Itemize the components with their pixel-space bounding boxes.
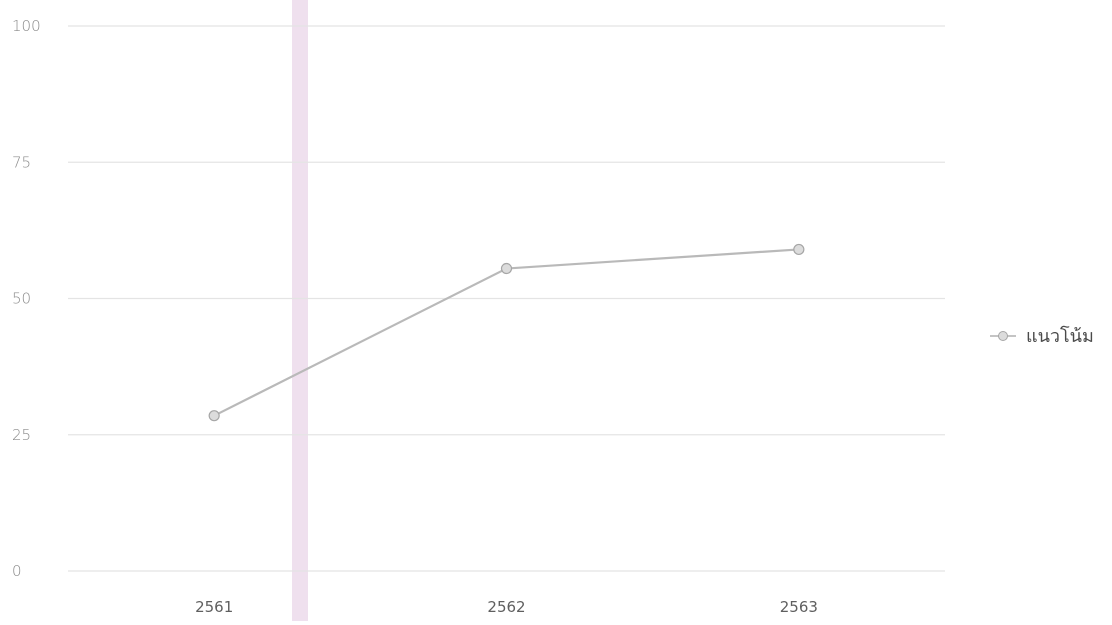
data-point <box>208 410 220 422</box>
y-tick-label: 25 <box>12 426 31 444</box>
x-axis: 2561 2562 2563 <box>195 598 818 616</box>
gridlines <box>68 25 945 572</box>
x-tick-label: 2562 <box>487 598 525 616</box>
y-tick-label: 50 <box>12 290 31 308</box>
data-point <box>500 262 513 275</box>
legend-marker-icon <box>998 331 1008 341</box>
series <box>208 243 805 422</box>
y-tick-label: 0 <box>12 562 22 580</box>
data-point <box>793 243 805 256</box>
x-tick-label: 2561 <box>195 598 233 616</box>
y-tick-label: 75 <box>12 153 31 171</box>
legend[interactable]: แนวโน้ม <box>990 325 1094 347</box>
y-tick-label: 100 <box>12 17 41 35</box>
y-axis: 0 25 50 75 100 <box>12 17 41 580</box>
legend-label: แนวโน้ม <box>1026 325 1094 347</box>
x-tick-label: 2563 <box>780 598 818 616</box>
highlight-band <box>292 0 308 621</box>
